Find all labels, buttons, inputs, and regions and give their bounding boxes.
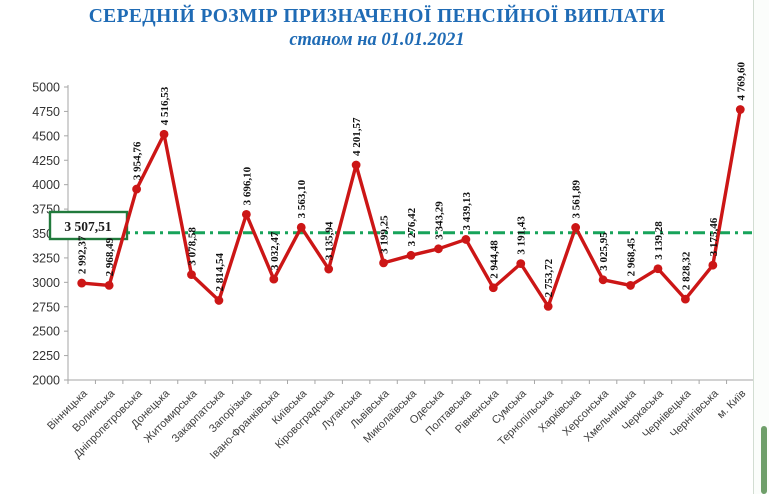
data-point-label: 3 561,89 bbox=[571, 179, 583, 218]
data-point bbox=[543, 301, 553, 311]
data-point bbox=[681, 294, 690, 304]
data-point bbox=[77, 278, 87, 288]
y-tick-label: 4000 bbox=[32, 178, 60, 192]
data-point-label: 3 025,95 bbox=[598, 232, 610, 271]
data-point bbox=[461, 235, 471, 244]
data-point bbox=[241, 209, 251, 219]
x-category-label: Чернігівська bbox=[668, 387, 721, 440]
data-point-label: 3 439,13 bbox=[461, 191, 473, 230]
data-point bbox=[324, 264, 334, 274]
y-tick-label: 4250 bbox=[32, 154, 60, 168]
data-point bbox=[269, 274, 279, 284]
y-tick-label: 3000 bbox=[32, 276, 60, 290]
data-point bbox=[571, 223, 581, 232]
data-point-label: 3 078,58 bbox=[186, 227, 198, 266]
data-point-label: 2 753,72 bbox=[543, 258, 555, 297]
data-point bbox=[488, 283, 498, 293]
data-point-label: 3 563,10 bbox=[296, 179, 308, 218]
data-point-label: 3 032,47 bbox=[269, 231, 281, 270]
data-point-label: 2 944,48 bbox=[488, 240, 500, 279]
data-point bbox=[132, 184, 142, 194]
data-point-label: 3 199,25 bbox=[379, 215, 391, 254]
data-point-label: 2 992,37 bbox=[77, 235, 89, 274]
data-point-label: 3 135,94 bbox=[324, 221, 336, 260]
data-point bbox=[187, 270, 196, 280]
data-point-label: 3 276,42 bbox=[406, 207, 418, 246]
x-category-label: м. Київ bbox=[715, 388, 748, 421]
y-tick-label: 4750 bbox=[32, 105, 60, 119]
y-tick-label: 4500 bbox=[32, 129, 60, 143]
data-point bbox=[406, 250, 416, 260]
data-point-label: 3 175,46 bbox=[708, 217, 720, 256]
data-point bbox=[653, 264, 663, 274]
data-point bbox=[434, 244, 443, 254]
data-point-label: 2 814,54 bbox=[214, 252, 226, 291]
data-point bbox=[296, 222, 306, 232]
data-point-label: 4 201,57 bbox=[351, 117, 363, 156]
data-point-label: 3 191,43 bbox=[516, 216, 528, 255]
data-point-label: 4 769,60 bbox=[735, 62, 747, 101]
page-edge-divider bbox=[753, 0, 754, 494]
data-point bbox=[516, 259, 526, 269]
data-point-label: 3 696,10 bbox=[241, 166, 253, 205]
data-point bbox=[351, 160, 361, 170]
data-point-label: 3 343,29 bbox=[433, 201, 445, 240]
data-point-label: 3 139,28 bbox=[653, 221, 665, 260]
data-point-label: 2 968,45 bbox=[626, 237, 638, 276]
data-point-label: 2 828,32 bbox=[680, 251, 692, 290]
data-point bbox=[379, 258, 388, 268]
data-point bbox=[708, 260, 718, 270]
y-tick-label: 2500 bbox=[32, 325, 60, 339]
data-point bbox=[735, 105, 745, 114]
chart-subtitle: станом на 01.01.2021 bbox=[289, 30, 465, 50]
data-point-label: 3 954,76 bbox=[132, 141, 144, 180]
y-tick-label: 5000 bbox=[32, 81, 60, 95]
y-tick-label: 3250 bbox=[32, 251, 60, 265]
data-point-label: 2 968,49 bbox=[104, 237, 116, 276]
data-point-label: 4 516,53 bbox=[159, 86, 171, 125]
data-point bbox=[598, 275, 608, 285]
scrollbar-track[interactable] bbox=[754, 0, 769, 494]
y-tick-label: 2000 bbox=[32, 374, 60, 388]
y-tick-label: 2750 bbox=[32, 300, 60, 314]
data-point bbox=[626, 281, 635, 290]
chart-title: СЕРЕДНІЙ РОЗМІР ПРИЗНАЧЕНОЇ ПЕНСІЙНОЇ ВИ… bbox=[88, 6, 666, 27]
y-tick-label: 2250 bbox=[32, 349, 60, 363]
scrollbar-thumb[interactable] bbox=[761, 426, 767, 494]
data-point bbox=[159, 129, 169, 139]
data-point bbox=[104, 281, 114, 290]
data-point bbox=[214, 296, 224, 305]
average-value-label: 3 507,51 bbox=[64, 219, 112, 234]
